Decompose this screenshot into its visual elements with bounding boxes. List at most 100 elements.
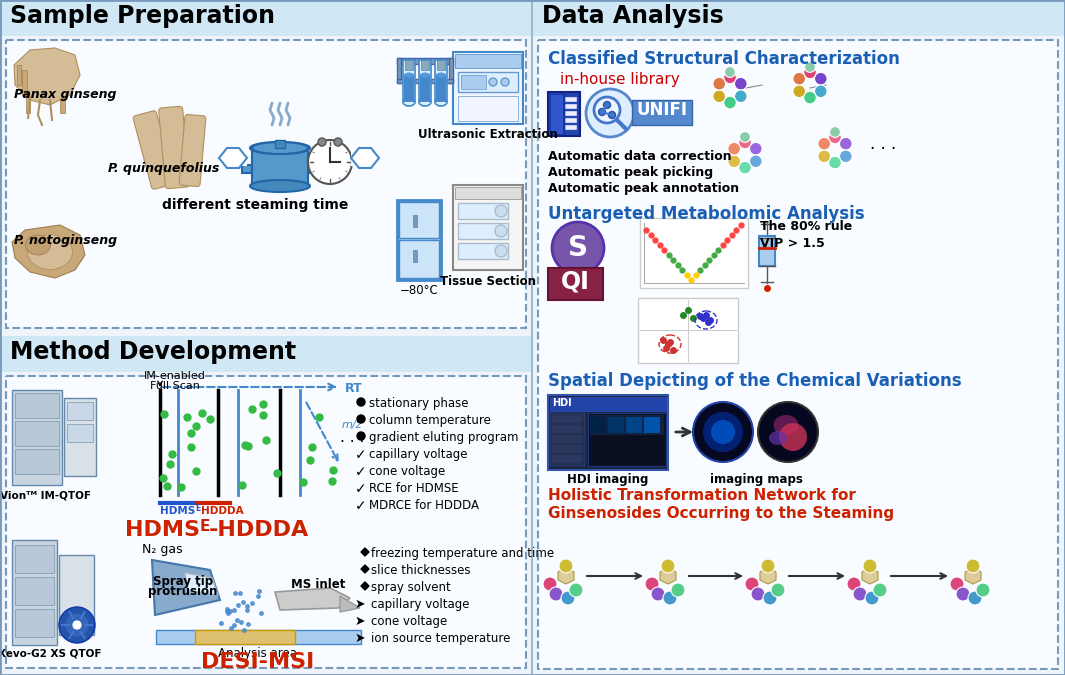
Circle shape [724,97,736,109]
Bar [550,397,666,411]
Bar [552,455,581,463]
Bar [17,65,21,85]
Circle shape [804,66,816,79]
Bar [419,60,431,102]
Circle shape [569,583,583,597]
Bar [404,75,414,102]
Circle shape [594,97,620,123]
Polygon shape [760,568,776,584]
Text: cone voltage: cone voltage [371,615,447,628]
Circle shape [548,587,563,601]
Bar [538,40,1058,669]
Ellipse shape [773,415,799,435]
Bar [532,0,1065,36]
Bar [67,424,93,442]
Bar [552,425,581,433]
Text: MDRCE for HDDDA: MDRCE for HDDDA [368,499,479,512]
Polygon shape [361,582,368,590]
Circle shape [863,559,876,573]
Bar [413,250,417,262]
Circle shape [956,587,970,601]
Circle shape [735,78,748,90]
Bar [455,187,521,199]
FancyBboxPatch shape [133,111,175,189]
Ellipse shape [419,98,431,106]
Circle shape [746,577,759,591]
Ellipse shape [28,234,72,269]
Polygon shape [219,148,247,168]
Text: different steaming time: different steaming time [162,198,348,212]
Circle shape [779,423,807,451]
Circle shape [865,591,879,605]
Text: P. quinquefolius: P. quinquefolius [108,162,219,175]
Polygon shape [361,565,368,573]
Text: Ginsenosides Occurring to the Steaming: Ginsenosides Occurring to the Steaming [548,506,895,521]
Bar [252,148,308,186]
Text: HDMS: HDMS [160,506,195,516]
Text: freezing temperature and time: freezing temperature and time [371,547,554,560]
Circle shape [489,78,497,86]
FancyBboxPatch shape [159,107,190,188]
Text: Spatial Depicting of the Chemical Variations: Spatial Depicting of the Chemical Variat… [548,372,962,390]
Bar [590,417,606,433]
Ellipse shape [420,72,430,78]
Bar [195,630,295,644]
Text: ➤: ➤ [355,632,365,645]
Bar [6,376,526,668]
Bar [413,215,417,227]
Circle shape [671,583,685,597]
Text: HDI: HDI [552,398,572,408]
Bar [0,336,532,372]
Bar [550,94,563,134]
Bar [588,413,666,466]
Circle shape [847,577,861,591]
Text: ✓: ✓ [355,499,366,513]
Text: IM-enabled: IM-enabled [144,371,206,381]
Bar [6,40,526,328]
Text: RCE for HDMSE: RCE for HDMSE [368,482,459,495]
Bar [421,60,429,70]
Text: column temperature: column temperature [368,414,491,427]
Circle shape [818,138,831,150]
Circle shape [750,142,763,155]
Bar [12,540,58,645]
Bar [397,79,453,83]
Bar [15,393,59,418]
Circle shape [495,205,507,217]
Circle shape [586,89,634,137]
Circle shape [758,402,818,462]
Text: −80°C: −80°C [399,284,439,297]
Bar [59,555,94,635]
Text: The 80% rule: The 80% rule [760,220,852,233]
Circle shape [308,140,353,184]
Ellipse shape [769,431,787,445]
Bar [548,92,580,136]
Polygon shape [340,596,360,612]
Bar [155,630,361,644]
Text: spray solvent: spray solvent [371,581,450,594]
Text: Holistic Transformation Network for: Holistic Transformation Network for [548,488,856,503]
Circle shape [495,245,507,257]
Text: Classified Structural Characterization: Classified Structural Characterization [548,50,900,68]
Circle shape [771,583,785,597]
Text: UNIFI: UNIFI [637,101,688,119]
Text: Panax ginseng: Panax ginseng [14,88,116,101]
Polygon shape [14,48,80,105]
Bar [15,421,59,446]
Circle shape [804,91,816,104]
Ellipse shape [404,72,414,78]
Ellipse shape [403,98,415,106]
Bar [351,150,379,166]
Text: · · ·: · · · [340,435,364,450]
Bar [308,165,318,173]
Bar [458,243,508,259]
Ellipse shape [26,235,50,255]
Circle shape [334,138,342,146]
Text: DESI-MSI: DESI-MSI [201,652,314,672]
Circle shape [543,577,557,591]
Circle shape [815,85,828,98]
Bar [67,402,93,420]
Circle shape [703,412,743,452]
Circle shape [599,109,606,115]
Text: in-house library: in-house library [560,72,679,87]
